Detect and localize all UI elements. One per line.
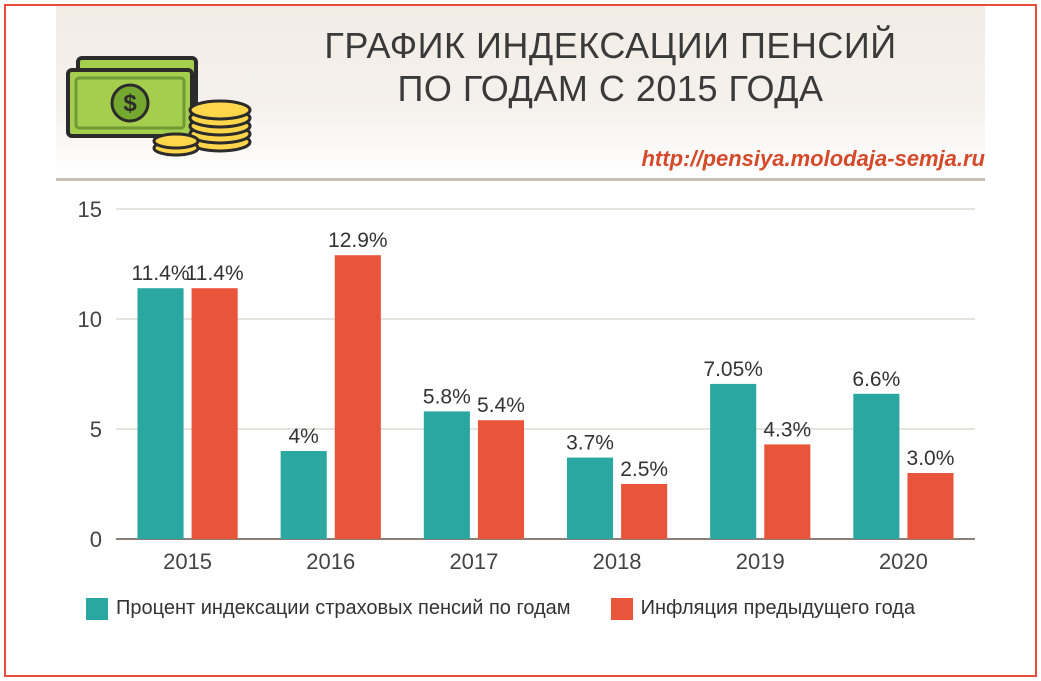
legend-swatch xyxy=(611,598,633,620)
x-category-label: 2020 xyxy=(879,549,928,574)
bar-indexation xyxy=(567,458,613,539)
bar-inflation xyxy=(907,473,953,539)
bar-indexation xyxy=(710,384,756,539)
y-tick-label: 5 xyxy=(90,417,102,442)
bar-value-label: 5.8% xyxy=(423,385,471,408)
money-icon: $ xyxy=(56,48,256,158)
bar-indexation xyxy=(137,288,183,539)
svg-text:$: $ xyxy=(123,90,137,117)
bar-chart: 0 5 10 15 11.4%11.4% 2015 4% 12.9% 2016 5.8% 5.4% 2… xyxy=(56,199,985,579)
bar-inflation xyxy=(192,288,238,539)
title-line-1: ГРАФИК ИНДЕКСАЦИИ ПЕНСИЙ xyxy=(324,25,896,66)
header-inner: $ ГРАФИК ИНДЕКСАЦИИ ПЕНСИЙ ПО ГОДАМ С 20… xyxy=(56,6,985,178)
y-tick-label: 0 xyxy=(90,527,102,552)
bar-value-label: 3.0% xyxy=(907,447,955,470)
legend: Процент индексации страховых пенсий по г… xyxy=(56,597,985,620)
bar-inflation xyxy=(764,444,810,539)
x-category-label: 2019 xyxy=(736,549,785,574)
bar-value-label: 5.4% xyxy=(477,394,525,417)
bar-indexation xyxy=(424,411,470,539)
chart-area: 0 5 10 15 11.4%11.4% 2015 4% 12.9% 2016 5.8% 5.4% 2… xyxy=(56,199,985,579)
source-url: http://pensiya.molodaja-semja.ru xyxy=(641,146,985,172)
bar-value-label: 4% xyxy=(289,425,319,448)
bar-indexation xyxy=(281,451,327,539)
bar-indexation xyxy=(853,394,899,539)
bar-value-label: 11.4% xyxy=(186,262,244,285)
bar-inflation xyxy=(621,484,667,539)
legend-label: Инфляция предыдущего года xyxy=(641,597,916,620)
legend-label: Процент индексации страховых пенсий по г… xyxy=(116,597,571,620)
bar-value-label: 11.4% xyxy=(132,262,190,285)
bar-value-label: 12.9% xyxy=(328,229,388,252)
bar-inflation xyxy=(478,420,524,539)
infographic-frame: $ ГРАФИК ИНДЕКСАЦИИ ПЕНСИЙ ПО ГОДАМ С 20… xyxy=(4,4,1037,677)
header: $ ГРАФИК ИНДЕКСАЦИИ ПЕНСИЙ ПО ГОДАМ С 20… xyxy=(56,6,985,181)
y-tick-label: 15 xyxy=(78,199,102,222)
legend-swatch xyxy=(86,598,108,620)
y-tick-label: 10 xyxy=(78,307,102,332)
x-category-label: 2017 xyxy=(449,549,498,574)
title-line-2: ПО ГОДАМ С 2015 ГОДА xyxy=(397,68,823,109)
x-category-label: 2018 xyxy=(593,549,642,574)
bar-value-label: 4.3% xyxy=(763,418,811,441)
bar-value-label: 2.5% xyxy=(620,458,668,481)
bar-inflation xyxy=(335,255,381,539)
bar-value-label: 3.7% xyxy=(566,432,614,455)
bar-value-label: 7.05% xyxy=(703,358,763,381)
x-category-label: 2016 xyxy=(306,549,355,574)
x-category-label: 2015 xyxy=(163,549,212,574)
bar-value-label: 6.6% xyxy=(852,368,900,391)
